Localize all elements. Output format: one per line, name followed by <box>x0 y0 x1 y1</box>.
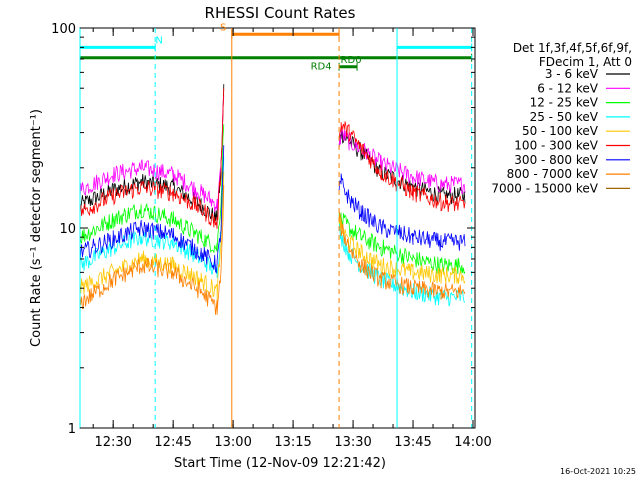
annotation-label-rd4: RD4 <box>311 62 332 73</box>
series-line-3 <box>79 124 466 275</box>
legend-label-9: 7000 - 15000 keV <box>491 181 598 195</box>
legend-label-6: 100 - 300 keV <box>514 139 598 153</box>
x-tick-label-3: 13:00 <box>214 435 251 450</box>
series-line-8 <box>79 184 466 316</box>
x-tick-label-5: 13:30 <box>334 435 371 450</box>
legend-label-2: 6 - 12 keV <box>537 81 599 95</box>
y-tick-label-2: 10 <box>59 222 76 237</box>
x-tick-label-1: 12:30 <box>94 435 131 450</box>
legend-label-4: 25 - 50 keV <box>530 110 599 124</box>
series-line-1 <box>79 84 466 225</box>
series-line-6 <box>79 88 466 229</box>
legend-header-line-1: Det 1f,3f,4f,5f,6f,9f, <box>513 41 632 55</box>
series-line-2 <box>79 95 466 212</box>
legend-header-line-2: FDecim 1, Att 0 <box>539 55 632 69</box>
x-tick-label-2: 12:45 <box>154 435 191 450</box>
legend-label-3: 12 - 25 keV <box>530 96 599 110</box>
legend-label-5: 50 - 100 keV <box>522 124 599 138</box>
annotation-label-rd0: RD0 <box>341 55 362 66</box>
chart-title: RHESSI Count Rates <box>205 4 356 22</box>
series-line-7 <box>79 145 466 274</box>
annotation-label-n: N <box>155 35 162 46</box>
y-tick-label-1: 1 <box>68 422 76 437</box>
legend-label-8: 800 - 7000 keV <box>507 167 599 181</box>
x-axis-label: Start Time (12-Nov-09 12:21:42) <box>174 456 386 471</box>
legend-label-7: 300 - 800 keV <box>514 153 598 167</box>
annotation-label-s: S <box>220 22 226 33</box>
series-line-5 <box>79 171 466 301</box>
legend-label-1: 3 - 6 keV <box>545 67 599 81</box>
footer-timestamp: 16-Oct-2021 10:25 <box>560 467 636 476</box>
plot-layer: N S RD4 RD0 12:30 12:45 13:00 13:15 13:30 13:45 14… <box>51 22 630 450</box>
y-tick-label-3: 100 <box>51 22 76 37</box>
x-tick-label-7: 14:00 <box>454 435 491 450</box>
x-tick-label-4: 13:15 <box>274 435 311 450</box>
x-tick-label-6: 13:45 <box>394 435 431 450</box>
y-axis-label: Count Rate (s⁻¹ detector segment⁻¹) <box>29 109 44 347</box>
